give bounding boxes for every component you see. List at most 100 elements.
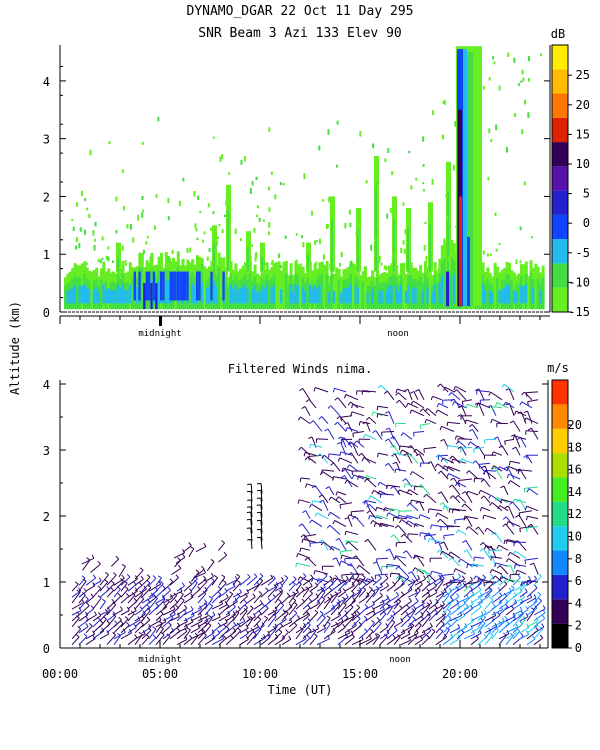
wind-barb-flag [528, 576, 531, 581]
wind-barb [345, 530, 359, 535]
wind-barb-flag [244, 604, 248, 609]
wind-barb [316, 512, 329, 520]
wind-barb-flag [505, 558, 509, 563]
snr-speck [93, 244, 96, 251]
wind-barb-flag [405, 520, 409, 525]
wind-barb-flag [249, 605, 254, 609]
wind-barb [443, 541, 449, 551]
wind-barb [420, 423, 431, 426]
snr-cell [66, 290, 70, 304]
wind-barb [113, 623, 124, 634]
wind-barb-flag [376, 413, 379, 418]
wind-barb-flag [302, 573, 307, 577]
snr-cell [102, 284, 106, 304]
wind-barb-flag [368, 515, 371, 520]
wind-barb [225, 601, 238, 610]
wind-barb-flag [332, 476, 334, 481]
wind-barb [232, 625, 241, 634]
wind-barb-flag [101, 627, 105, 632]
wind-barb [225, 614, 236, 622]
wind-barb [456, 597, 469, 604]
wind-barb-flag [417, 574, 421, 579]
snr-cell [181, 271, 185, 301]
wind-barb-flag [502, 516, 507, 520]
wind-barb-flag [465, 404, 468, 409]
wind-barb [162, 613, 176, 622]
wind-barb [302, 588, 310, 598]
wind-barb [127, 610, 137, 616]
wind-barb-flag [424, 419, 427, 424]
wind-barb [176, 607, 188, 616]
wind-barb [386, 613, 396, 622]
snr-speck [442, 101, 445, 104]
wind-barb [141, 606, 150, 616]
wind-barb [400, 633, 411, 640]
wind-barb-flag [86, 602, 90, 606]
wind-barb [435, 636, 447, 646]
wind-barb-flag [470, 590, 475, 595]
wind-barb-flag [88, 623, 93, 627]
wind-barb-flag [488, 494, 492, 499]
wind-barb-flag [489, 502, 493, 506]
wind-barb [190, 632, 204, 640]
wind-barb-flag [306, 635, 311, 639]
wind-barb-flag [473, 448, 475, 454]
wind-barb-flag [441, 575, 445, 579]
wind-barb-flag [449, 495, 454, 499]
wind-barb [387, 563, 401, 567]
snr-cell [136, 286, 139, 304]
wind-barb [505, 608, 515, 616]
wind-barb [127, 613, 135, 622]
wind-barb [365, 622, 375, 634]
wind-barb [71, 602, 84, 610]
snr-cell [323, 264, 327, 310]
wind-barb-flag [77, 626, 82, 630]
wind-barb [358, 606, 368, 616]
snr-plume [247, 247, 249, 272]
wind-barb [427, 408, 437, 417]
wind-barb-flag [341, 574, 343, 580]
wind-barb [176, 611, 187, 622]
snr-midnight-mark [159, 316, 162, 326]
wind-barb [388, 427, 395, 440]
snr-speck [121, 245, 124, 251]
snr-cell [508, 284, 511, 304]
wind-barb [239, 610, 248, 622]
wind-barb-flag [293, 610, 298, 614]
wind-barb [323, 599, 332, 610]
wind-barb-flag [321, 589, 326, 593]
snr-speck [528, 77, 531, 82]
wind-barb [460, 446, 473, 449]
wind-barb-flag [78, 606, 82, 612]
wind-barb-flag [419, 424, 422, 430]
wind-barb [393, 516, 407, 520]
wind-barb [267, 636, 279, 646]
wind-barb-flag [415, 597, 419, 602]
snr-cell [498, 290, 502, 304]
snr-speck [315, 261, 318, 266]
wind-barb [307, 557, 317, 567]
wind-barb [316, 638, 330, 646]
wind-barb-flag [447, 615, 452, 619]
wind-barb-flag [314, 609, 319, 613]
wind-barb-flag [270, 574, 274, 579]
wind-barb [358, 618, 368, 628]
snr-speck [493, 61, 496, 65]
wind-barb-flag [368, 586, 373, 590]
snr-cell [241, 286, 245, 304]
wind-barb [333, 462, 341, 472]
snr-speck [301, 235, 304, 239]
wind-barb-flag [81, 575, 86, 579]
wind-barb [174, 560, 181, 568]
wind-barb-flag [527, 401, 529, 406]
snr-speck [254, 256, 257, 262]
wind-barb [85, 614, 97, 622]
snr-speck [201, 239, 204, 243]
wind-barb-flag [520, 632, 524, 637]
wind-barb [288, 593, 297, 604]
wind-barb [466, 517, 473, 527]
wind-barb-flag [97, 585, 102, 589]
snr-speck [519, 226, 522, 231]
wind-barb [225, 579, 238, 586]
snr-colorbar-label: 10 [576, 157, 590, 171]
